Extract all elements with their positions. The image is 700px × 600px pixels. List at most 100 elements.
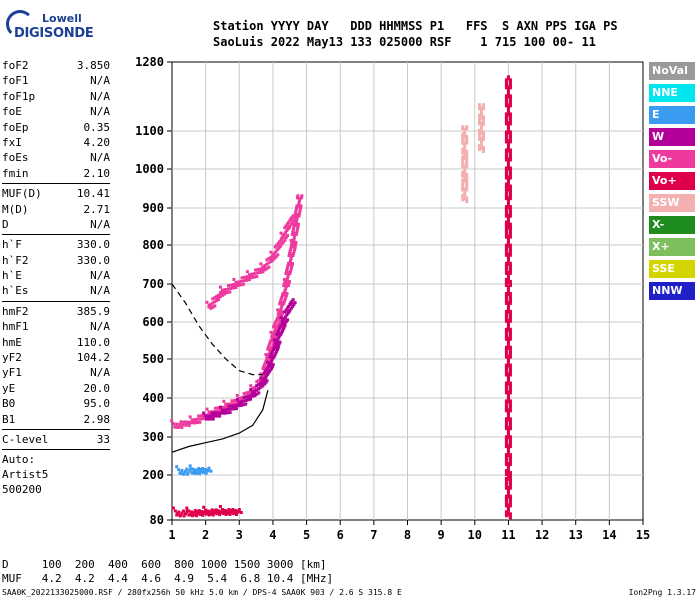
echo-point (268, 348, 272, 352)
echo-point (219, 294, 223, 298)
echo-point (504, 148, 508, 152)
echo-point (508, 94, 512, 98)
echo-point (240, 400, 244, 404)
echo-point (508, 355, 512, 359)
echo-point (465, 200, 469, 204)
echo-point (461, 125, 465, 129)
echo-point (246, 398, 250, 402)
echo-point (508, 186, 512, 190)
echo-point (506, 281, 510, 284)
echo-point (508, 389, 512, 393)
echo-point (506, 157, 510, 161)
param-name: hmF2 (2, 304, 29, 318)
echo-point (506, 428, 510, 432)
echo-point (480, 140, 484, 144)
echo-point (506, 143, 510, 147)
echo-point (289, 217, 293, 221)
echo-point (506, 274, 510, 278)
echo-point (181, 472, 185, 476)
echo-point (280, 314, 284, 318)
echo-point (508, 263, 512, 267)
echo-point (279, 324, 283, 327)
param-value: N/A (90, 151, 110, 165)
echo-point (482, 105, 486, 109)
echo-point (508, 439, 512, 443)
echo-point (228, 290, 232, 294)
echo-point (478, 147, 482, 151)
echo-point (508, 224, 512, 228)
echo-point (504, 441, 508, 445)
echo-point (290, 253, 294, 256)
header-labels: Station YYYY DAY DDD HHMMSS P1 FFS S AXN… (213, 19, 618, 33)
echo-point (504, 212, 508, 216)
param-name: foF1p (2, 89, 36, 103)
echo-point (504, 86, 508, 90)
param-value: 2.98 (83, 412, 111, 426)
echo-point (198, 472, 202, 476)
echo-point (508, 134, 512, 138)
echo-point (480, 138, 484, 142)
echo-point (482, 107, 486, 111)
echo-point (504, 98, 508, 102)
echo-point (506, 179, 510, 183)
echo-point (202, 511, 206, 515)
echo-point (295, 196, 299, 200)
echo-point (269, 360, 273, 364)
echo-point (267, 265, 271, 269)
echo-point (508, 295, 512, 299)
y-tick-label: 200 (142, 468, 164, 482)
echo-point (508, 345, 512, 349)
echo-point (270, 366, 274, 370)
echo-point (232, 278, 236, 281)
echo-point (508, 425, 512, 429)
echo-point (504, 477, 508, 480)
echo-point (224, 411, 228, 415)
echo-point (190, 514, 194, 518)
echo-point (272, 340, 276, 344)
echo-point (463, 128, 467, 132)
echo-point (269, 330, 273, 334)
echo-point (480, 106, 484, 110)
echo-point (193, 509, 197, 513)
echo-point (508, 423, 512, 427)
echo-point (219, 290, 223, 294)
echo-point (263, 376, 267, 380)
echo-trace (504, 75, 512, 520)
echo-point (282, 278, 286, 281)
echo-point (504, 271, 508, 275)
param-row: B0 95.0 (2, 396, 110, 411)
echo-point (506, 308, 510, 312)
echo-point (289, 306, 293, 310)
echo-point (506, 477, 510, 481)
echo-point (463, 189, 467, 193)
echo-point (480, 142, 484, 146)
echo-point (506, 470, 510, 474)
echo-point (508, 455, 512, 459)
echo-point (508, 152, 512, 156)
echo-point (508, 243, 512, 247)
echo-point (465, 198, 469, 202)
echo-point (506, 93, 510, 97)
echo-point (215, 414, 219, 418)
param-value: 95.0 (83, 397, 111, 411)
echo-point (506, 396, 510, 400)
echo-point (508, 480, 512, 484)
echo-point (268, 355, 272, 359)
echo-point (275, 349, 279, 353)
echo-point (248, 275, 252, 279)
echo-point (465, 188, 469, 192)
echo-point (508, 261, 512, 265)
y-tick-label: 400 (142, 391, 164, 405)
echo-point (461, 147, 465, 151)
echo-point (263, 361, 267, 365)
echo-point (294, 219, 298, 223)
echo-point (504, 166, 508, 170)
echo-point (282, 234, 286, 238)
x-tick-label: 13 (568, 528, 582, 542)
echo-point (261, 270, 265, 274)
legend-item: X- (649, 216, 695, 234)
echo-point (506, 410, 510, 414)
echo-point (506, 260, 510, 264)
echo-point (504, 134, 508, 138)
echo-point (170, 419, 174, 423)
